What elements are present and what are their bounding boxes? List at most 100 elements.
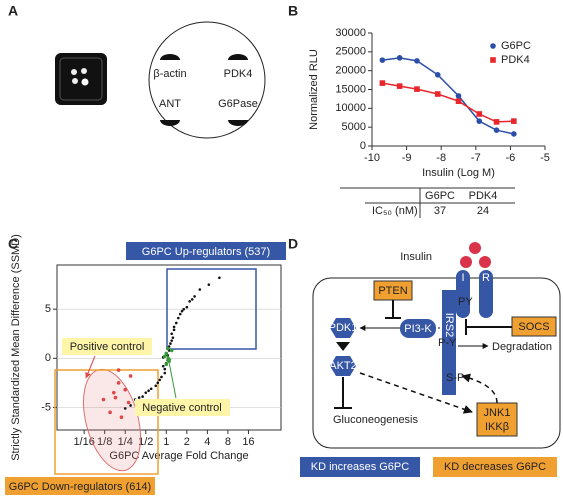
pdk1-node[interactable] — [330, 318, 356, 338]
point — [164, 362, 169, 366]
point — [434, 91, 441, 97]
table-header: G6PC — [425, 190, 455, 202]
blot-frame — [59, 57, 103, 101]
point — [154, 384, 158, 388]
x-tick-label: -6 — [506, 152, 516, 164]
point — [116, 381, 121, 385]
point — [476, 118, 483, 124]
point — [414, 58, 420, 64]
panel-label: B — [288, 3, 298, 19]
array-label: PDK4 — [224, 68, 253, 80]
point — [174, 321, 178, 325]
array-circle — [148, 21, 266, 139]
point — [172, 328, 176, 332]
legend-box — [433, 457, 557, 477]
point — [170, 332, 174, 336]
legend-marker — [490, 43, 496, 49]
annotation-box — [5, 477, 155, 495]
akt2-label: AKT2 — [329, 360, 357, 372]
upregulator-box — [166, 268, 257, 350]
annotation-arrow — [85, 355, 96, 379]
insulin-molecule — [460, 256, 472, 268]
receptor — [479, 270, 493, 318]
x-tick-label: -9 — [402, 152, 412, 164]
point — [455, 98, 462, 104]
point — [218, 276, 221, 280]
point — [414, 86, 420, 92]
insulin-molecule — [469, 242, 481, 254]
insulin-label: Insulin — [400, 251, 432, 263]
point — [180, 309, 184, 313]
blot-spot — [81, 78, 89, 86]
x-tick-label: -7 — [471, 152, 481, 164]
annotation: G6PC Down-regulators (614) — [9, 481, 151, 493]
arrow — [336, 342, 350, 351]
array-label: ANT — [159, 98, 181, 110]
akt2-node[interactable] — [330, 356, 356, 376]
jnk-box[interactable] — [476, 402, 518, 437]
arrow — [359, 372, 473, 414]
irs2-box — [442, 290, 456, 395]
pten-label: PTEN — [378, 285, 407, 297]
point — [207, 283, 211, 286]
receptor-label: I — [461, 272, 464, 284]
point — [116, 368, 121, 372]
point — [198, 288, 202, 291]
point — [455, 93, 462, 99]
y-axis-label: Normalized RLU — [308, 49, 320, 130]
point — [165, 346, 170, 351]
legend-box — [300, 457, 420, 477]
table-header: PDK4 — [469, 190, 498, 202]
point — [511, 131, 517, 137]
annotation-box — [135, 399, 230, 416]
point — [182, 307, 186, 311]
point — [476, 111, 483, 117]
point — [128, 374, 133, 378]
x-axis-label: Insulin (Log M) — [422, 167, 495, 179]
x-tick-label: 16 — [242, 436, 254, 448]
x-axis-label: G6PC Average Fold Change — [109, 450, 248, 462]
point — [126, 400, 131, 405]
point — [119, 415, 124, 420]
degradation-label: Degradation — [492, 341, 552, 353]
pi3k-label: PI3-K — [404, 323, 432, 335]
cell-outline — [312, 277, 561, 449]
x-tick-label: 4 — [204, 436, 210, 448]
x-tick-label: -8 — [436, 152, 446, 164]
y-tick-label: 15000 — [335, 83, 366, 95]
array-label: G6Pase — [218, 98, 258, 110]
table-row-label: IC₅₀ (nM) — [372, 205, 418, 217]
annotation: G6PC Up-regulators (537) — [142, 246, 270, 258]
panel-label: D — [288, 236, 298, 252]
panel-label: A — [8, 3, 18, 19]
pi3k-node[interactable] — [400, 319, 436, 338]
point — [101, 397, 106, 402]
y-tick-label: 5 — [45, 303, 51, 315]
point — [379, 80, 386, 86]
x-tick-label: 1/4 — [118, 436, 133, 448]
x-tick-label: -5 — [540, 152, 550, 164]
legend-label: G6PC — [501, 40, 531, 52]
x-tick-label: 1/2 — [138, 436, 153, 448]
annotation: Negative control — [142, 402, 222, 414]
x-tick-label: 1/16 — [73, 436, 94, 448]
point — [158, 378, 161, 382]
point — [493, 127, 500, 133]
site-label: P-Y — [438, 337, 457, 349]
downregulator-box — [54, 369, 159, 475]
pdk1-label: PDK1 — [329, 322, 358, 334]
legend-label: KD increases G6PC — [311, 461, 409, 473]
annotation-box — [62, 338, 152, 355]
y-tick-label: 5000 — [342, 121, 366, 133]
table-cell: 37 — [434, 205, 446, 217]
point — [162, 354, 167, 359]
point — [190, 298, 194, 301]
point — [379, 57, 386, 63]
y-tick-label: 0 — [360, 140, 366, 152]
point — [147, 389, 150, 393]
socs-label: SOCS — [518, 321, 549, 333]
annotation: Positive control — [70, 341, 145, 353]
site-label: PY — [458, 296, 473, 308]
